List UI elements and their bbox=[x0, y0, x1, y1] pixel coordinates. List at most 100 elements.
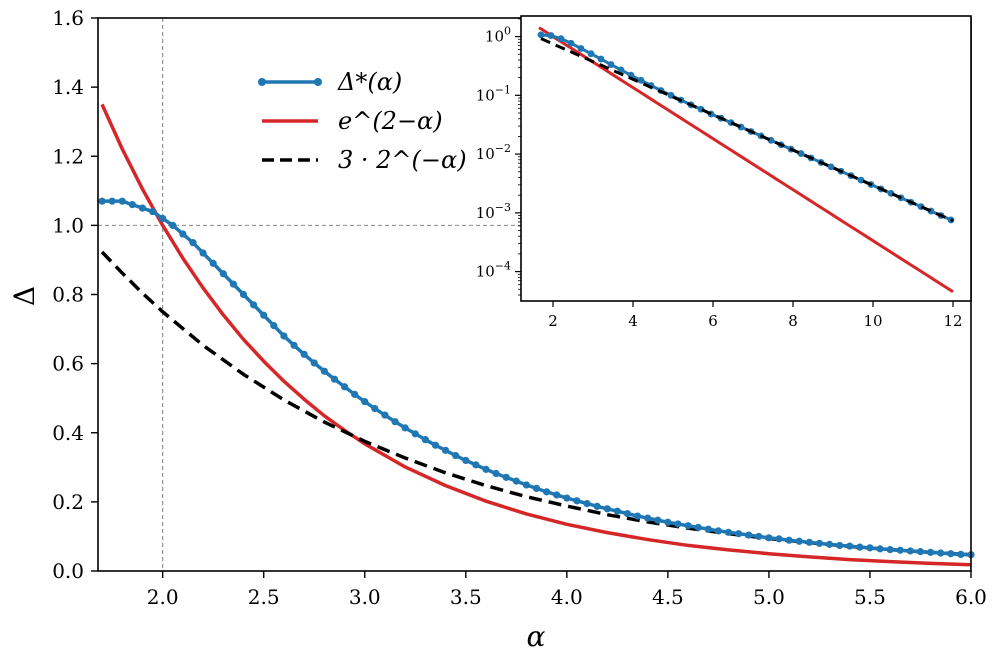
x-tick-label: 3.0 bbox=[349, 585, 381, 609]
data-point-delta_star bbox=[846, 542, 854, 550]
legend-entry-exp: e^(2−α) bbox=[262, 107, 443, 135]
data-point-delta_star bbox=[492, 469, 500, 478]
y-tick-label: 1.0 bbox=[52, 213, 84, 237]
data-point-delta_star bbox=[775, 535, 783, 543]
data-point-delta_star bbox=[633, 512, 642, 520]
legend-label-power: 3 · 2^(−α) bbox=[338, 146, 467, 174]
data-point-delta_star bbox=[704, 525, 712, 533]
inset-plot: 2 4 6 8 10 12 100 10−1 10−2 10−3 10−4 bbox=[476, 15, 972, 330]
x-tick-label: 2.5 bbox=[248, 585, 280, 609]
data-point-delta_star bbox=[361, 398, 369, 406]
inset-y-tick-label: 10−2 bbox=[476, 142, 511, 163]
y-tick-label: 1.6 bbox=[52, 6, 84, 30]
data-point-delta_star bbox=[947, 550, 955, 558]
y-tick-label: 0.6 bbox=[52, 352, 84, 376]
data-point-delta_star bbox=[714, 527, 723, 535]
x-tick-label: 4.0 bbox=[551, 585, 583, 609]
data-point-delta_star bbox=[543, 488, 551, 496]
data-point-delta_star bbox=[815, 539, 824, 547]
data-point-delta_star bbox=[108, 197, 116, 205]
data-point-delta_star bbox=[441, 446, 450, 454]
data-point-delta_star bbox=[209, 259, 217, 267]
data-point-delta_star bbox=[482, 465, 490, 473]
data-point-delta_star bbox=[957, 550, 965, 559]
legend-label-exp: e^(2−α) bbox=[338, 107, 443, 135]
x-tick-label: 4.5 bbox=[652, 585, 684, 609]
data-point-delta_star bbox=[159, 214, 167, 223]
main-series-group bbox=[98, 103, 975, 567]
inset-data-point-delta-star bbox=[557, 35, 565, 43]
inset-x-ticks: 2 4 6 8 10 12 bbox=[548, 301, 963, 330]
data-point-delta_star bbox=[694, 523, 702, 532]
data-point-delta_star bbox=[351, 390, 359, 398]
y-tick-label: 0.8 bbox=[52, 283, 84, 307]
data-point-delta_star bbox=[866, 544, 874, 552]
inset-x-tick-label: 6 bbox=[708, 312, 718, 330]
legend-marker-left bbox=[258, 78, 266, 86]
x-tick-label: 3.5 bbox=[450, 585, 482, 609]
inset-data-point-delta-star bbox=[567, 39, 575, 47]
data-point-delta_star bbox=[623, 510, 632, 518]
data-point-delta_star bbox=[644, 514, 652, 522]
inset-data-point-delta-star bbox=[637, 76, 645, 84]
data-point-delta_star bbox=[724, 528, 733, 536]
inset-y-ticks: 100 10−1 10−2 10−3 10−4 bbox=[476, 18, 521, 296]
x-tick-label: 5.0 bbox=[753, 585, 785, 609]
data-point-delta_star bbox=[937, 549, 945, 557]
y-tick-label: 0.2 bbox=[52, 490, 84, 514]
data-point-delta_star bbox=[886, 545, 894, 554]
data-point-delta_star bbox=[452, 451, 460, 460]
data-point-delta_star bbox=[300, 350, 308, 358]
data-point-delta_star bbox=[290, 341, 298, 349]
series-line-exp bbox=[100, 103, 972, 567]
data-point-delta_star bbox=[785, 536, 793, 544]
data-point-delta_star bbox=[684, 522, 692, 530]
data-point-delta_star bbox=[239, 290, 248, 299]
data-point-delta_star bbox=[593, 502, 601, 510]
inset-data-point-delta-star bbox=[827, 163, 835, 171]
inset-x-tick-label: 12 bbox=[943, 312, 962, 330]
data-point-delta_star bbox=[836, 541, 844, 550]
data-point-delta_star bbox=[118, 197, 126, 205]
data-point-delta_star bbox=[199, 249, 207, 257]
data-point-delta_star bbox=[189, 239, 197, 247]
inset-y-tick-label: 10−4 bbox=[476, 260, 511, 281]
inset-x-tick-label: 4 bbox=[628, 312, 638, 330]
data-point-delta_star bbox=[532, 484, 541, 492]
data-point-delta_star bbox=[431, 441, 440, 449]
data-point-delta_star bbox=[926, 548, 935, 556]
data-point-delta_star bbox=[340, 383, 349, 391]
inset-axes-border bbox=[520, 15, 972, 302]
data-point-delta_star bbox=[522, 481, 531, 489]
x-axis-label: α bbox=[527, 620, 546, 653]
data-point-delta_star bbox=[613, 507, 621, 515]
data-point-delta_star bbox=[603, 505, 611, 513]
x-tick-label: 6.0 bbox=[955, 585, 987, 609]
inset-x-tick-label: 2 bbox=[548, 312, 558, 330]
y-tick-label: 1.4 bbox=[52, 75, 84, 99]
data-point-delta_star bbox=[502, 473, 510, 481]
data-point-delta_star bbox=[805, 538, 813, 546]
inset-data-point-delta-star bbox=[797, 150, 805, 157]
data-point-delta_star bbox=[563, 494, 571, 502]
data-point-delta_star bbox=[745, 531, 753, 539]
data-point-delta_star bbox=[755, 532, 763, 541]
data-point-delta_star bbox=[916, 548, 925, 556]
data-point-delta_star bbox=[280, 332, 288, 340]
data-point-delta_star bbox=[896, 546, 904, 554]
inset-y-tick-label: 10−3 bbox=[476, 201, 511, 222]
data-point-delta_star bbox=[654, 516, 662, 524]
x-tick-label: 2.0 bbox=[147, 585, 179, 609]
data-point-delta_star bbox=[148, 207, 157, 216]
legend-entry-delta-star: Δ*(α) bbox=[258, 68, 402, 96]
data-point-delta_star bbox=[906, 547, 914, 555]
data-point-delta_star bbox=[553, 491, 561, 499]
data-point-delta_star bbox=[330, 375, 339, 383]
legend: Δ*(α) e^(2−α) 3 · 2^(−α) bbox=[258, 68, 467, 174]
y-tick-label: 0.4 bbox=[52, 421, 84, 445]
x-tick-label: 5.5 bbox=[854, 585, 886, 609]
data-point-delta_star bbox=[573, 497, 581, 505]
inset-x-tick-label: 10 bbox=[863, 312, 882, 330]
data-point-delta_star bbox=[219, 270, 227, 278]
